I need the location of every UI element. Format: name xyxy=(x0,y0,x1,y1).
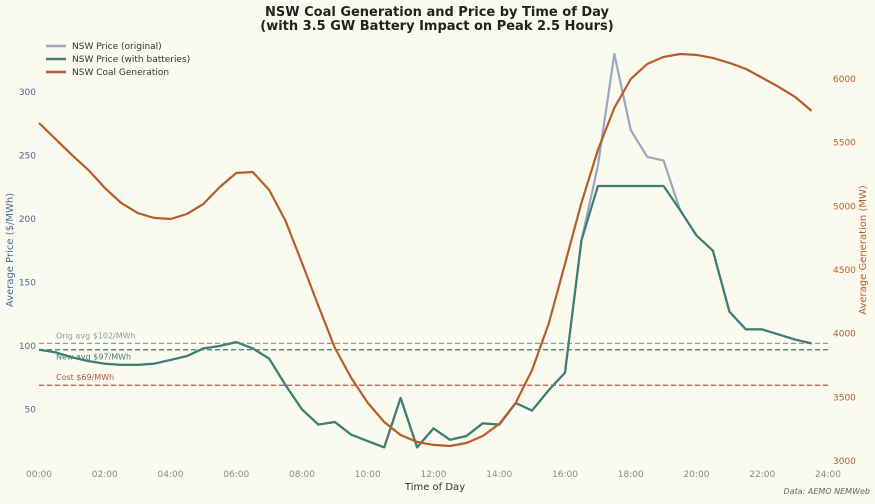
x-axis-label: Time of Day xyxy=(404,482,465,493)
y-tick-label: 300 xyxy=(19,88,36,98)
y2-tick-label: 3000 xyxy=(833,457,856,467)
chart-title: NSW Coal Generation and Price by Time of… xyxy=(265,5,610,20)
y-tick-label: 150 xyxy=(19,278,36,288)
y-tick-label: 200 xyxy=(19,215,36,225)
x-tick-label: 20:00 xyxy=(684,470,710,480)
x-tick-label: 00:00 xyxy=(26,470,52,480)
y2-tick-label: 4000 xyxy=(833,330,856,340)
x-tick-label: 16:00 xyxy=(552,470,578,480)
y-tick-label: 50 xyxy=(25,405,37,415)
x-tick-label: 14:00 xyxy=(486,470,512,480)
legend-label: NSW Price (with batteries) xyxy=(72,55,190,65)
x-tick-label: 24:00 xyxy=(815,470,841,480)
y2-axis-label: Average Generation (MW) xyxy=(858,185,869,315)
y2-tick-label: 5500 xyxy=(833,139,856,149)
x-tick-label: 22:00 xyxy=(749,470,775,480)
x-tick-label: 12:00 xyxy=(421,470,447,480)
series-line-nsw-coal-generation xyxy=(38,52,813,448)
x-tick-label: 18:00 xyxy=(618,470,644,480)
y-tick-label: 100 xyxy=(19,342,36,352)
x-tick-label: 02:00 xyxy=(92,470,118,480)
x-tick-label: 06:00 xyxy=(223,470,249,480)
x-tick-label: 08:00 xyxy=(289,470,315,480)
x-tick-label: 04:00 xyxy=(158,470,184,480)
legend: NSW Price (original) NSW Price (with batt… xyxy=(46,42,190,78)
legend-label: NSW Price (original) xyxy=(72,42,162,52)
reference-line-label: Cost $69/MWh xyxy=(56,373,114,382)
legend-label: NSW Coal Generation xyxy=(72,68,169,78)
series-line-nsw-price-original xyxy=(38,52,812,449)
reference-line-label: New avg $97/MWh xyxy=(56,353,131,362)
y2-tick-label: 6000 xyxy=(833,75,856,85)
x-tick-label: 10:00 xyxy=(355,470,381,480)
source-note: Data: AEMO NEMWeb xyxy=(784,487,870,496)
reference-line-label: Orig avg $102/MWh xyxy=(56,331,136,340)
chart-subtitle: (with 3.5 GW Battery Impact on Peak 2.5 … xyxy=(260,19,613,34)
series-line-nsw-price-with-batteries xyxy=(38,184,812,449)
y2-tick-label: 5000 xyxy=(833,202,856,212)
y-axis-label: Average Price ($/MWh) xyxy=(5,193,16,307)
y-tick-label: 250 xyxy=(19,152,36,162)
y2-tick-label: 3500 xyxy=(833,393,856,403)
y2-tick-label: 4500 xyxy=(833,266,856,276)
